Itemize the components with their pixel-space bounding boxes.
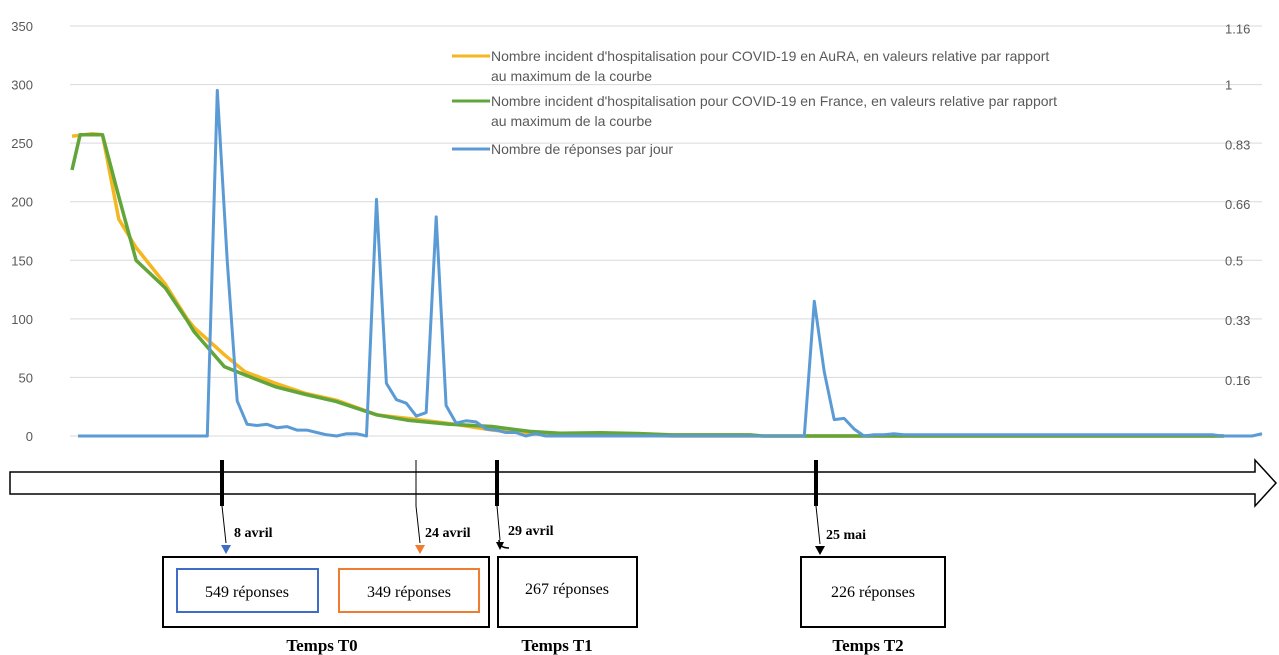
series-line-france — [70, 133, 1224, 438]
right-tick-label: 0.5 — [1225, 253, 1243, 268]
left-axis-ticks: 0 50 100 150 200 250 300 350 — [11, 19, 33, 444]
timeline-arrow — [9, 458, 1278, 508]
legend-label-aura-line2: au maximum de la courbe — [491, 68, 652, 84]
response-boxes: 549 réponses 349 réponses 267 réponses 2… — [162, 556, 946, 628]
marker-label-29-avril: 29 avril — [508, 524, 554, 539]
left-tick-label: 50 — [19, 370, 33, 385]
box-t1-label: 267 réponses — [525, 581, 609, 598]
left-tick-label: 100 — [11, 312, 33, 327]
gridlines — [70, 25, 1262, 437]
right-tick-label: 0.33 — [1225, 313, 1250, 328]
box-t1 — [497, 556, 638, 628]
box-t2-label: 226 réponses — [831, 584, 915, 601]
left-tick-label: 150 — [11, 253, 33, 268]
series-line-aura — [71, 132, 1224, 438]
marker-label-25-mai: 25 mai — [826, 528, 866, 543]
chart-legend: Nombre incident d'hospitalisation pour C… — [452, 48, 1057, 157]
period-label-t0: Temps T0 — [286, 636, 357, 655]
period-label-t1: Temps T1 — [521, 636, 592, 655]
marker-label-8-avril: 8 avril — [234, 526, 273, 541]
left-tick-label: 200 — [11, 195, 33, 210]
right-tick-label: 1.16 — [1225, 21, 1250, 36]
arrow-8-avril — [221, 545, 231, 554]
box-t0-349-label: 349 réponses — [367, 584, 451, 601]
legend-label-france: Nombre incident d'hospitalisation pour C… — [491, 93, 1057, 109]
left-tick-label: 250 — [11, 136, 33, 151]
marker-8-avril-tail — [221, 505, 227, 544]
box-t0-549 — [176, 568, 319, 613]
period-label-t2: Temps T2 — [832, 636, 903, 655]
right-tick-label: 0.16 — [1225, 373, 1250, 388]
arrow-24-avril — [415, 545, 425, 554]
box-t0-outer — [162, 556, 490, 628]
box-t0-349 — [338, 568, 480, 613]
right-tick-label: 1 — [1225, 78, 1232, 93]
box-t2 — [800, 556, 946, 628]
left-tick-label: 300 — [11, 78, 33, 93]
left-tick-label: 350 — [11, 19, 33, 34]
right-tick-label: 0.83 — [1225, 137, 1250, 152]
arrow-25-mai-head — [815, 546, 825, 555]
right-axis-ticks: 0.16 0.33 0.5 0.66 0.83 1 1.16 — [1225, 21, 1250, 387]
legend-label-france-line2: au maximum de la courbe — [491, 113, 652, 129]
arrow-29-avril-head — [496, 542, 504, 550]
marker-24-avril-tail — [415, 505, 421, 544]
marker-29-avril-tail — [496, 505, 501, 541]
legend-label-aura: Nombre incident d'hospitalisation pour C… — [491, 48, 1049, 64]
marker-25-mai-tail — [815, 505, 821, 545]
right-tick-label: 0.66 — [1225, 197, 1250, 212]
legend-label-reponses: Nombre de réponses par jour — [491, 141, 673, 157]
box-t0-549-label: 549 réponses — [205, 584, 289, 601]
timeline-markers: 8 avril 24 avril 29 avril 25 mai — [220, 460, 866, 555]
series-lines — [70, 88, 1263, 438]
period-labels: Temps T0 Temps T1 Temps T2 — [286, 636, 903, 655]
marker-label-24-avril: 24 avril — [425, 526, 471, 541]
left-tick-label: 0 — [26, 429, 33, 444]
series-line-reponses — [78, 88, 1263, 438]
